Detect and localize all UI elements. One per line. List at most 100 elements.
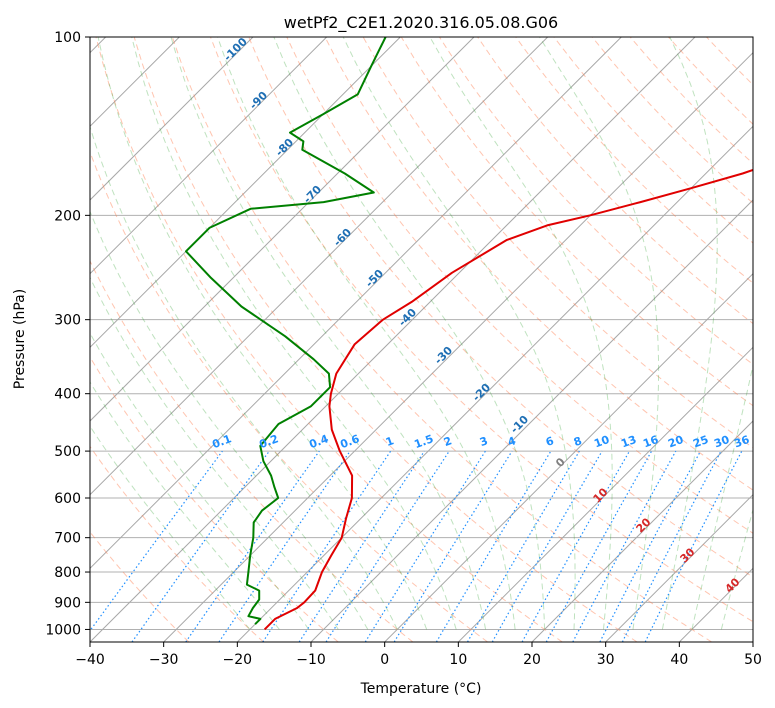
- mixing-ratio-label: 0.6: [338, 432, 361, 451]
- y-tick-label: 800: [54, 565, 81, 581]
- x-tick-label: −30: [149, 652, 179, 668]
- mixing-ratio-label: 1: [384, 434, 396, 449]
- isotherm-line: [90, 37, 475, 422]
- mixing-ratio-line: [521, 450, 631, 642]
- mixing-ratio-label: 3: [478, 434, 490, 449]
- moist-adiabat: [90, 381, 280, 630]
- mixing-ratio-line: [364, 450, 486, 642]
- mixing-ratio-line: [185, 450, 320, 642]
- x-tick-label: 0: [380, 652, 389, 668]
- isotherm-line: [90, 37, 401, 349]
- y-tick-label: 700: [54, 531, 81, 547]
- dry-adiabat: [133, 37, 638, 642]
- background-lines: [90, 37, 753, 642]
- x-axis-title: Temperature (°C): [360, 681, 482, 697]
- y-tick-label: 900: [54, 595, 81, 611]
- dry-adiabat: [95, 37, 563, 642]
- mixing-ratio-label: 0.2: [257, 432, 280, 451]
- dry-adiabat-label: -20: [470, 381, 493, 404]
- isotherm-line: [163, 51, 753, 642]
- dry-adiabat: [515, 37, 753, 284]
- x-tick-label: −20: [223, 652, 253, 668]
- mixing-ratio-label: 0.4: [307, 432, 330, 451]
- dry-adiabat: [90, 259, 414, 642]
- moist-adiabat: [90, 125, 398, 630]
- x-tick-label: 30: [597, 652, 615, 668]
- x-tick-label: 20: [523, 652, 541, 668]
- mixing-ratio-label: 1.5: [412, 432, 435, 451]
- y-tick-label: 1000: [45, 622, 81, 638]
- mixing-ratio-label: 10: [592, 433, 611, 451]
- chart-title: wetPf2_C2E1.2020.316.05.08.G06: [284, 13, 558, 33]
- moist-adiabat: [131, 37, 457, 630]
- dry-adiabat: [171, 37, 712, 642]
- y-tick-label: 200: [54, 208, 81, 224]
- mixing-ratio-label: 20: [666, 433, 685, 451]
- mixing-ratio-line: [644, 450, 743, 642]
- moist-adiabat-label: 10: [591, 485, 611, 505]
- mixing-ratio-line: [545, 450, 653, 642]
- x-tick-label: −40: [75, 652, 105, 668]
- moist-adiabat: [90, 425, 251, 630]
- isotherm-line: [90, 37, 254, 201]
- mixing-ratio-label: 30: [712, 433, 731, 451]
- mixing-ratio-label: 13: [619, 433, 638, 450]
- mixing-ratio-line: [599, 450, 702, 642]
- isotherm-line: [90, 37, 696, 642]
- mixing-ratio-line: [435, 450, 552, 642]
- moist-adiabat-label: 30: [678, 545, 698, 565]
- dewpoint-profile-line: [185, 37, 387, 625]
- x-tick-label: 40: [670, 652, 688, 668]
- isotherm-line: [457, 346, 753, 642]
- dry-adiabat-label: -30: [432, 344, 455, 367]
- mixing-ratio-line: [262, 450, 392, 642]
- dry-adiabat: [706, 37, 753, 86]
- moist-adiabat: [720, 507, 753, 630]
- y-tick-label: 400: [54, 387, 81, 403]
- plot-frame: [89, 36, 754, 643]
- line-labels: -100-90-80-70-60-50-40-30-20-100.1 0.2 0.4…: [210, 35, 751, 596]
- x-tick-label: −10: [296, 652, 326, 668]
- x-tick-label: 50: [744, 652, 762, 668]
- moist-adiabat-label: 20: [634, 515, 654, 535]
- dry-adiabat: [90, 445, 264, 642]
- mixing-ratio-line: [218, 450, 351, 642]
- isotherm-line: [605, 493, 753, 642]
- mixing-ratio-line: [298, 450, 425, 642]
- dry-adiabat: [210, 37, 753, 623]
- mixing-ratio-line: [393, 450, 513, 642]
- y-tick-label: 300: [54, 313, 81, 329]
- mixing-ratio-label: 0.1: [210, 432, 233, 451]
- dry-adiabat-label: -50: [363, 267, 386, 290]
- y-tick-label: 100: [54, 30, 81, 46]
- mixing-ratio-line: [325, 450, 450, 642]
- dry-adiabat: [90, 150, 488, 642]
- dry-adiabat: [90, 356, 339, 642]
- isotherm-line: [90, 37, 622, 570]
- dry-adiabat-label: -10: [508, 413, 531, 436]
- moist-adiabat: [90, 276, 339, 630]
- moist-adiabat: [90, 210, 369, 630]
- isotherm-line: [531, 420, 753, 642]
- dry-adiabat: [324, 37, 753, 491]
- y-axis: 100 200 300 400 500 600 700 800 900 1000: [45, 30, 90, 638]
- y-tick-label: 500: [54, 444, 81, 460]
- moist-adiabat: [661, 37, 718, 630]
- mixing-ratio-label: 2: [442, 434, 454, 449]
- moist-adiabat: [539, 37, 660, 630]
- dry-adiabat-label: -100: [221, 35, 250, 64]
- moist-adiabat: [273, 37, 546, 630]
- moist-adiabat: [97, 37, 428, 630]
- isotherm-line: [90, 37, 549, 496]
- mixing-ratio-line: [466, 450, 580, 642]
- moist-adiabat: [342, 37, 576, 630]
- dry-adiabat-label: -60: [331, 226, 354, 249]
- mixing-ratio-line: [572, 450, 677, 642]
- dry-adiabat: [477, 37, 753, 325]
- mixing-ratio-label: 4: [506, 434, 518, 449]
- profile-lines: [185, 37, 753, 631]
- dry-adiabat-label: -90: [247, 89, 270, 112]
- moist-adiabat: [170, 37, 487, 630]
- moist-adiabat: [429, 37, 613, 630]
